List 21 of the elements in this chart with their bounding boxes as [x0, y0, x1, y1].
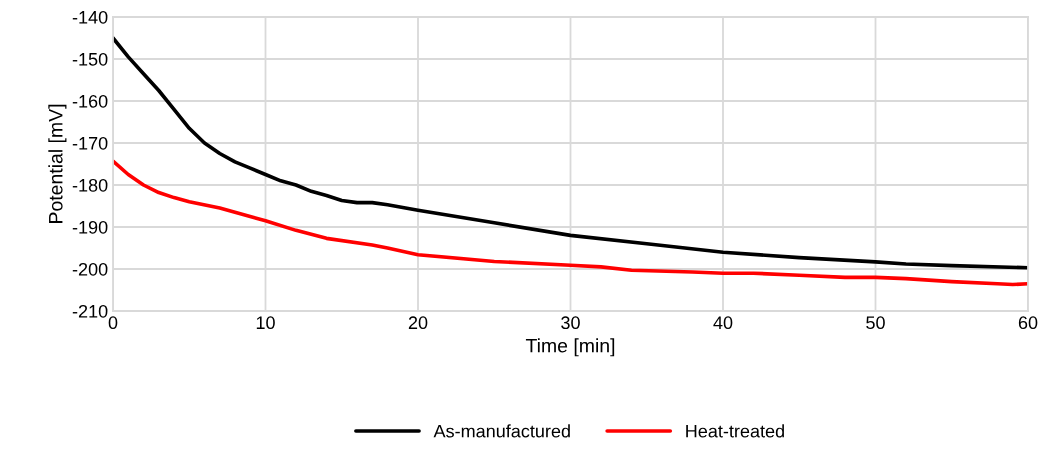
x-tick-label: 10	[256, 316, 275, 330]
legend-label: As-manufactured	[433, 424, 570, 438]
y-axis-title: Potential [mV]	[48, 104, 67, 223]
y-tick-label: -200	[72, 262, 108, 276]
x-tick-label: 30	[561, 316, 580, 330]
y-tick-label: -160	[72, 94, 108, 108]
y-tick-label: -170	[72, 136, 108, 150]
line-series	[113, 159, 1028, 287]
x-axis-title: Time [min]	[525, 338, 615, 357]
x-tick-label: 20	[408, 316, 428, 330]
line-series	[113, 36, 1028, 270]
x-tick-label: 0	[108, 316, 118, 330]
x-tick-label: 40	[713, 316, 733, 330]
y-tick-label: -140	[72, 10, 108, 24]
y-tick-label: -210	[72, 304, 108, 318]
y-tick-label: -190	[72, 220, 108, 234]
y-tick-label: -180	[72, 178, 108, 192]
legend-label: Heat-treated	[686, 424, 784, 438]
x-tick-label: 60	[1018, 316, 1038, 330]
x-tick-label: 50	[866, 316, 885, 330]
y-tick-label: -150	[72, 52, 108, 66]
